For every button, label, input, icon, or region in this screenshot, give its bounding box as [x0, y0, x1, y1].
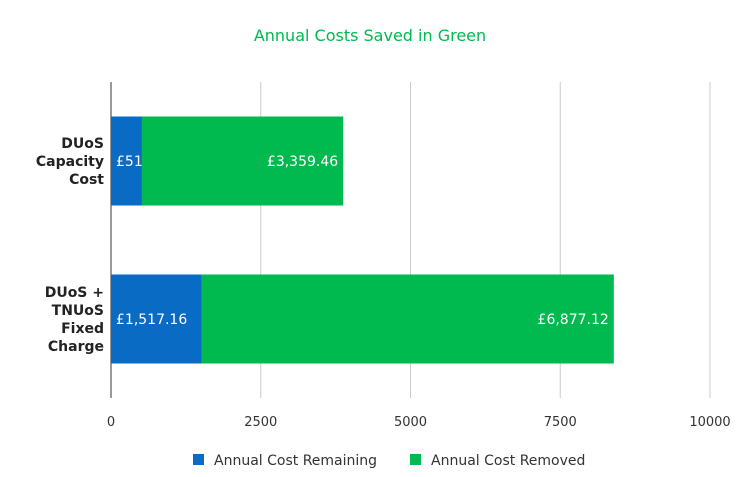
category-label: DUoS +	[45, 285, 104, 301]
data-label: £1,517.16	[116, 312, 187, 328]
x-tick-label: 0	[107, 415, 115, 430]
category-labels: DUoS Capacity Cost DUoS + TNUoS Fixed Charge	[36, 136, 104, 355]
bar-segment	[111, 116, 142, 206]
x-tick-label: 2500	[244, 415, 277, 430]
legend-swatch	[193, 454, 204, 465]
bar-segment	[141, 116, 344, 206]
x-tick-label: 7500	[544, 415, 577, 430]
x-tick-label: 5000	[394, 415, 427, 430]
x-tick-label: 10000	[689, 415, 730, 430]
bars: £516.84£3,359.46£1,517.16£6,877.12	[111, 116, 614, 364]
bar-segment	[201, 274, 614, 364]
legend-label: Annual Cost Removed	[431, 453, 585, 469]
category-label: TNUoS	[52, 303, 104, 319]
category-label: Fixed	[61, 321, 104, 337]
legend-label: Annual Cost Remaining	[214, 453, 377, 469]
legend-swatch	[410, 454, 421, 465]
category-label: DUoS	[61, 136, 104, 152]
category-label: Charge	[48, 339, 104, 355]
legend: Annual Cost Remaining Annual Cost Removed	[193, 453, 585, 469]
category-label: Capacity	[36, 154, 104, 170]
chart-title: Annual Costs Saved in Green	[254, 26, 486, 45]
bar-segment	[111, 274, 202, 364]
data-label: £6,877.12	[538, 312, 609, 328]
data-label: £3,359.46	[267, 154, 338, 170]
category-label: Cost	[69, 172, 104, 188]
x-axis-ticks: 0 2500 5000 7500 10000	[107, 415, 731, 430]
